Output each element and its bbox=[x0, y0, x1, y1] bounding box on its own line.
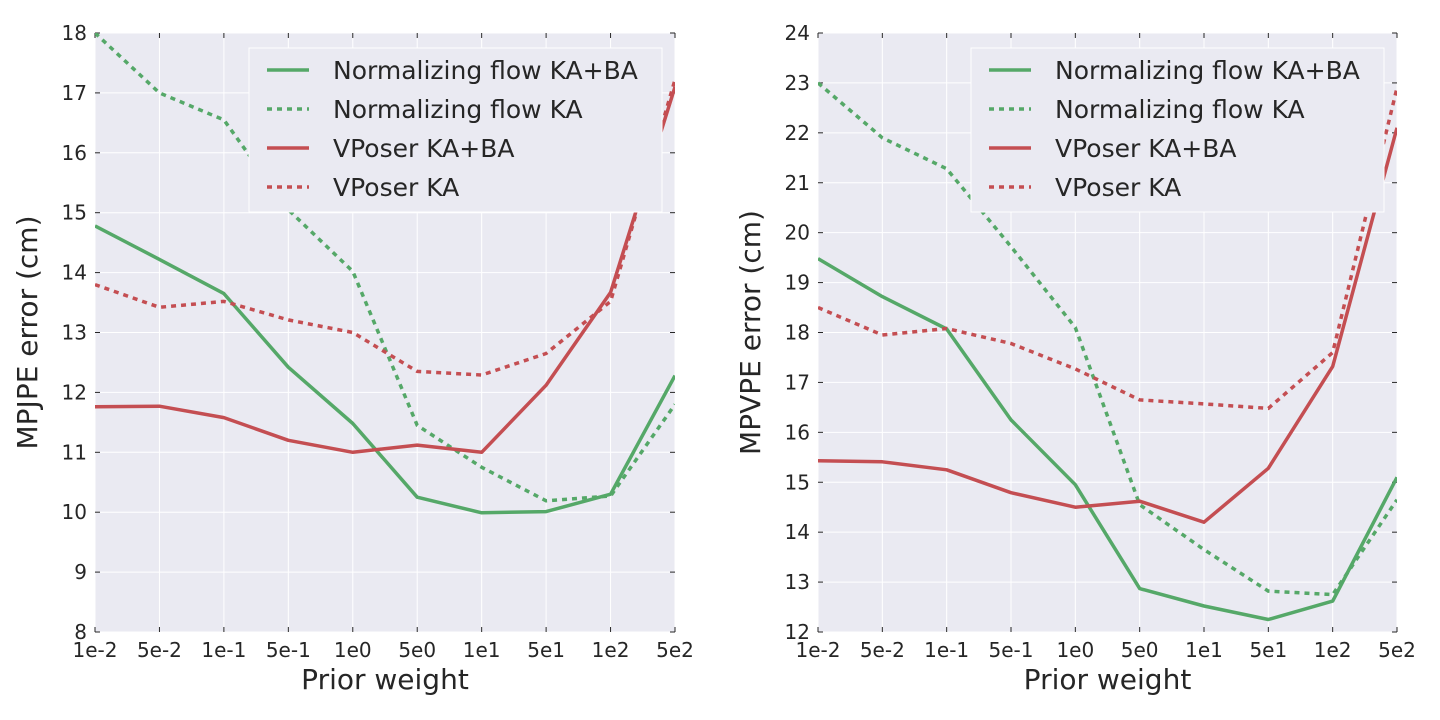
y-tick-label: 18 bbox=[62, 21, 87, 45]
series-group bbox=[95, 33, 675, 515]
x-tick-label: 5e1 bbox=[1249, 638, 1287, 662]
y-axis-label: MPJPE error (cm) bbox=[11, 216, 44, 450]
legend-label: Normalizing flow KA+BA bbox=[333, 56, 638, 85]
legend-label: Normalizing flow KA bbox=[333, 95, 583, 124]
x-tick-label: 1e1 bbox=[1185, 638, 1223, 662]
y-tick-label: 24 bbox=[785, 21, 810, 45]
y-tick-label: 11 bbox=[62, 440, 87, 464]
series-group bbox=[818, 81, 1397, 622]
legend: Normalizing flow KA+BA Normalizing flow K… bbox=[248, 47, 663, 213]
x-tick-label: 1e-2 bbox=[796, 638, 841, 662]
y-tick-label: 13 bbox=[62, 321, 87, 345]
x-tick-label: 1e0 bbox=[334, 638, 372, 662]
series-line-normalizing-flow-ka-ba bbox=[818, 257, 1397, 622]
legend: Normalizing flow KA+BA Normalizing flow K… bbox=[970, 47, 1385, 213]
legend-label: VPoser KA+BA bbox=[333, 134, 514, 163]
legend-box bbox=[248, 47, 663, 213]
x-tick-label: 1e1 bbox=[463, 638, 501, 662]
y-tick-label: 15 bbox=[62, 201, 87, 225]
y-tick-label: 22 bbox=[785, 121, 810, 145]
series-line-normalizing-flow-ka bbox=[95, 33, 675, 503]
y-tick-label: 12 bbox=[785, 620, 810, 644]
x-axis-label: Prior weight bbox=[301, 663, 469, 696]
y-tick-label: 23 bbox=[785, 71, 810, 95]
x-tick-label: 1e-1 bbox=[924, 638, 969, 662]
legend-label: VPoser KA bbox=[1055, 173, 1181, 202]
y-tick-label: 10 bbox=[62, 500, 87, 524]
series-line-vposer-ka bbox=[95, 79, 675, 377]
legend-label: Normalizing flow KA bbox=[1055, 95, 1305, 124]
x-tick-label: 5e-1 bbox=[266, 638, 311, 662]
x-tick-label: 5e-2 bbox=[860, 638, 905, 662]
chart-panel-1: 1e-2 5e-2 1e-1 5e-1 1e0 5e0 1e1 5e1 1e2 5e2 8 9 10 11… bbox=[11, 21, 694, 696]
y-tick-label: 8 bbox=[74, 620, 87, 644]
y-tick-label: 18 bbox=[785, 321, 810, 345]
x-tick-label: 5e-1 bbox=[989, 638, 1034, 662]
series-line-vposer-ka-ba bbox=[818, 127, 1397, 524]
chart-panel-2: 1e-2 5e-2 1e-1 5e-1 1e0 5e0 1e1 5e1 1e2 5e2 12 13 14… bbox=[734, 21, 1416, 696]
series-line-normalizing-flow-ka-ba bbox=[95, 224, 675, 515]
series-line-vposer-ka-ba bbox=[95, 86, 675, 455]
legend-label: Normalizing flow KA+BA bbox=[1055, 56, 1360, 85]
x-tick-label: 5e0 bbox=[1121, 638, 1159, 662]
y-tick-label: 19 bbox=[785, 271, 810, 295]
x-tick-label: 1e2 bbox=[1314, 638, 1352, 662]
x-tick-label: 5e2 bbox=[1378, 638, 1416, 662]
y-tick-label: 17 bbox=[62, 81, 87, 105]
x-tick-label: 1e0 bbox=[1056, 638, 1094, 662]
legend-label: VPoser KA bbox=[333, 173, 459, 202]
y-tick-label: 14 bbox=[62, 261, 87, 285]
series-line-normalizing-flow-ka bbox=[818, 81, 1397, 597]
x-tick-label: 5e2 bbox=[656, 638, 694, 662]
y-tick-label: 15 bbox=[785, 470, 810, 494]
x-tick-label: 5e1 bbox=[527, 638, 565, 662]
y-tick-label: 9 bbox=[74, 560, 87, 584]
y-tick-label: 13 bbox=[785, 570, 810, 594]
series-line-vposer-ka bbox=[818, 87, 1397, 411]
y-tick-label: 16 bbox=[62, 141, 87, 165]
y-tick-label: 21 bbox=[785, 171, 810, 195]
y-tick-label: 17 bbox=[785, 370, 810, 394]
x-tick-label: 1e-1 bbox=[201, 638, 246, 662]
y-tick-label: 14 bbox=[785, 520, 810, 544]
legend-label: VPoser KA+BA bbox=[1055, 134, 1236, 163]
x-tick-label: 1e-2 bbox=[73, 638, 118, 662]
x-axis-label: Prior weight bbox=[1024, 663, 1192, 696]
x-tick-label: 5e0 bbox=[398, 638, 436, 662]
x-tick-label: 5e-2 bbox=[137, 638, 182, 662]
legend-box bbox=[970, 47, 1385, 213]
x-tick-label: 1e2 bbox=[592, 638, 630, 662]
y-tick-label: 16 bbox=[785, 420, 810, 444]
y-tick-label: 12 bbox=[62, 380, 87, 404]
y-axis-label: MPVPE error (cm) bbox=[734, 210, 767, 455]
y-tick-label: 20 bbox=[785, 221, 810, 245]
